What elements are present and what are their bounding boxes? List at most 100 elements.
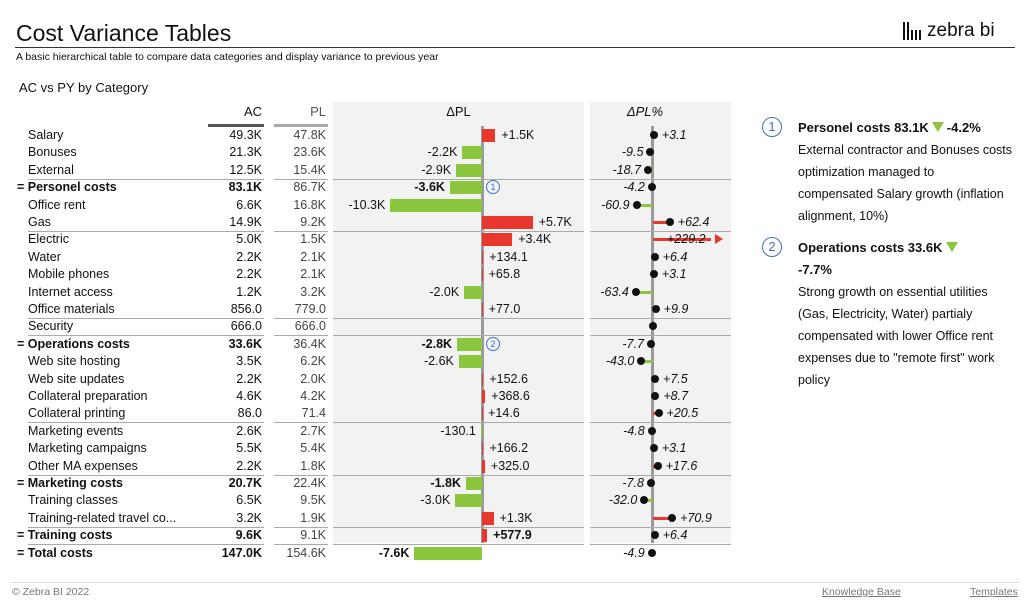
- page-subtitle: A basic hierarchical table to compare da…: [16, 51, 439, 63]
- delta-pl-percent-label: +3.1: [661, 128, 687, 142]
- comment-heading-text: Operations costs 33.6K: [798, 240, 943, 255]
- delta-pl-percent-label: +70.9: [680, 510, 712, 525]
- pl-value: 23.6K: [293, 145, 326, 160]
- table-row: = Personel costs 83.1K 86.7K -3.6K 1 -4.2: [0, 179, 740, 196]
- ac-value: 86.0: [237, 406, 262, 421]
- zebra-bi-logo: zebra bi: [903, 20, 995, 42]
- logo-text: zebra bi: [927, 20, 995, 41]
- ac-value: 14.9K: [229, 215, 262, 229]
- delta-pl-bar: [458, 355, 482, 369]
- pl-value: 5.4K: [300, 441, 326, 456]
- delta-pl-label: -2.8K: [421, 336, 453, 351]
- row-divider: [210, 178, 264, 180]
- delta-pl-percent-label: +17.6: [665, 458, 698, 473]
- ac-header-bar: [208, 124, 264, 127]
- row-divider: [590, 526, 731, 528]
- row-label: Salary: [28, 128, 64, 142]
- delta-pl-percent-label: -32.0: [608, 493, 638, 508]
- comment-delta: -7.7%: [798, 262, 832, 277]
- delta-pl-bar: [414, 546, 482, 560]
- delta-pl-percent-dot: [646, 148, 655, 157]
- delta-pl-label: -2.6K: [423, 354, 454, 369]
- row-divider: [590, 231, 731, 232]
- ac-value: 9.6K: [235, 528, 262, 543]
- pl-value: 71.4: [301, 406, 326, 421]
- row-divider: [210, 544, 264, 546]
- zebra-logo-icon: [903, 22, 921, 40]
- ac-value: 3.5K: [236, 354, 262, 369]
- delta-pl-percent-pin: [653, 238, 711, 242]
- row-divider: [274, 335, 328, 337]
- delta-pl-percent-dot: [649, 270, 658, 279]
- templates-link[interactable]: Templates: [970, 586, 1018, 598]
- row-divider: [28, 318, 218, 319]
- row-label: = Marketing costs: [17, 476, 123, 490]
- delta-pl-percent-label: +3.1: [661, 441, 687, 456]
- table-row: Collateral preparation 4.6K 4.2K +368.6 +8.7: [0, 388, 740, 405]
- delta-pl-axis: [481, 126, 484, 543]
- delta-pl-bar: [482, 390, 486, 403]
- row-label: Mobile phones: [28, 267, 110, 282]
- ac-value: 6.5K: [236, 493, 262, 508]
- delta-pl-percent-label: -4.2: [623, 180, 645, 195]
- delta-pl-percent-label: -4.9: [623, 545, 645, 560]
- column-header-delta-pl-percent: ΔPL%: [626, 104, 664, 119]
- table-row: Electric 5.0K 1.5K +3.4K +229.2: [0, 231, 740, 248]
- row-label: Security: [28, 319, 74, 334]
- delta-pl-percent-dot: [649, 322, 657, 331]
- delta-pl-label: +577.9: [493, 528, 532, 543]
- comment-2: 2 Operations costs 33.6K -7.7% Strong gro…: [762, 237, 1012, 391]
- table-row: Other MA expenses 2.2K 1.8K +325.0 +17.6: [0, 458, 740, 476]
- delta-pl-bar: [482, 250, 484, 264]
- row-label: Collateral printing: [28, 406, 126, 421]
- delta-pl-label: -3.0K: [420, 493, 451, 508]
- delta-pl-bar: [482, 442, 484, 456]
- ac-value: 33.6K: [228, 336, 262, 351]
- row-label: = Training costs: [17, 528, 113, 543]
- delta-pl-percent-label: -7.7: [622, 336, 644, 351]
- pl-value: 1.8K: [300, 458, 326, 473]
- pl-header-bar: [274, 124, 328, 127]
- delta-pl-percent-dot: [651, 305, 660, 313]
- ac-value: 3.2K: [236, 510, 262, 525]
- pl-value: 1.5K: [300, 232, 326, 247]
- row-label: = Operations costs: [17, 336, 130, 351]
- row-divider: [28, 231, 218, 232]
- delta-pl-label: +5.7K: [538, 215, 572, 229]
- delta-pl-percent-dot: [651, 374, 660, 383]
- knowledge-base-link[interactable]: Knowledge Base: [822, 586, 901, 598]
- delta-pl-label: -2.2K: [427, 145, 458, 160]
- comment-body: Strong growth on essential utilities (Ga…: [798, 285, 995, 387]
- delta-pl-percent-label: -60.9: [601, 197, 630, 212]
- row-label: Office materials: [28, 302, 115, 316]
- delta-pl-percent-dot: [649, 131, 658, 139]
- row-label: Gas: [28, 215, 51, 229]
- table-row: Office materials 856.0 779.0 +77.0 +9.9: [0, 301, 740, 319]
- delta-pl-percent-dot: [651, 392, 660, 400]
- ac-value: 856.0: [230, 302, 262, 316]
- pl-value: 9.5K: [300, 493, 326, 508]
- delta-pl-percent-dot: [632, 200, 641, 209]
- pl-value: 4.2K: [300, 389, 326, 403]
- delta-pl-percent-label: +3.1: [661, 267, 687, 282]
- row-label: Web site updates: [28, 371, 125, 386]
- delta-pl-percent-dot: [646, 339, 655, 348]
- ac-value: 83.1K: [228, 180, 262, 195]
- column-header-delta-pl: ΔPL: [446, 104, 471, 119]
- delta-pl-bar: [462, 146, 482, 160]
- pl-value: 22.4K: [293, 476, 326, 490]
- delta-pl-percent-label: -43.0: [605, 354, 635, 369]
- row-label: Electric: [28, 232, 69, 247]
- delta-pl-percent-label: +62.4: [677, 215, 710, 229]
- row-divider: [333, 544, 584, 546]
- delta-pl-label: -7.6K: [378, 545, 410, 560]
- delta-pl-label: +77.0: [488, 302, 521, 316]
- delta-pl-label: +3.4K: [518, 232, 552, 247]
- delta-pl-label: -2.9K: [421, 162, 452, 177]
- pl-value: 154.6K: [286, 545, 326, 560]
- delta-pl-percent-panel: [590, 102, 731, 543]
- row-label: Office rent: [28, 197, 86, 212]
- row-divider: [590, 422, 731, 424]
- delta-pl-percent-label: +229.2: [667, 232, 706, 247]
- row-divider: [590, 318, 731, 319]
